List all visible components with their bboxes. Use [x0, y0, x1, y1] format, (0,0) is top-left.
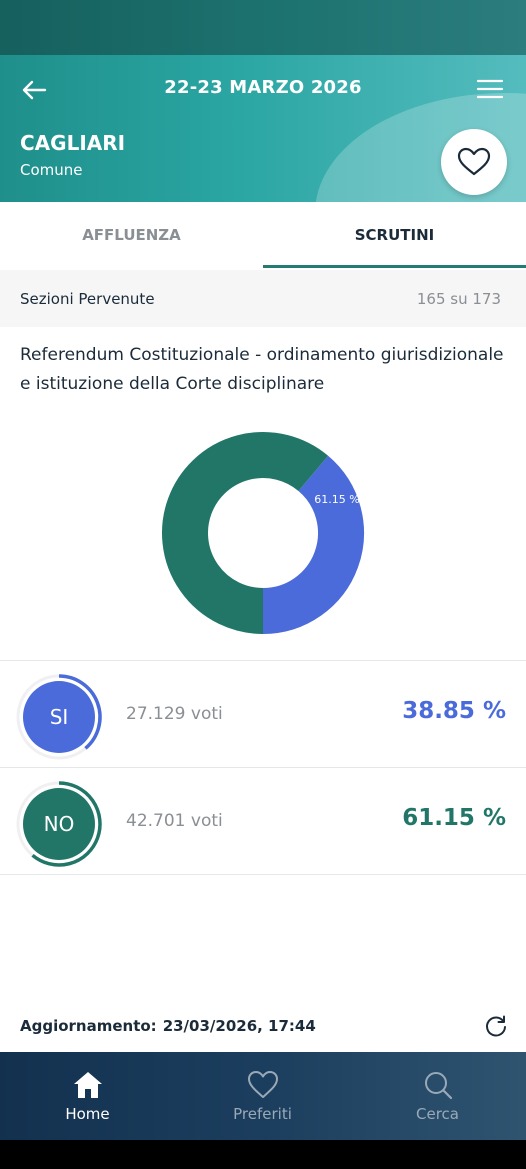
- page-title: 22-23 MARZO 2026: [164, 77, 362, 98]
- favorite-button[interactable]: [441, 129, 507, 195]
- status-bar: [0, 0, 526, 55]
- arrow-left-icon: [22, 80, 47, 100]
- result-row-si: SI 27.129 voti 38.85 %: [0, 662, 526, 768]
- no-label: NO: [43, 812, 75, 836]
- city-type: Comune: [20, 161, 83, 179]
- heart-icon: [248, 1071, 278, 1098]
- donut-slice-si: [262, 455, 364, 634]
- donut-label-no: 61.15 %: [314, 493, 359, 506]
- ring-progress-arc: [31, 781, 102, 867]
- system-nav-bar: [0, 1140, 526, 1169]
- city-name: CAGLIARI: [20, 131, 126, 155]
- si-label: SI: [49, 705, 69, 729]
- ring-fill: [23, 681, 95, 753]
- update-timestamp: 23/03/2026, 17:44: [162, 1017, 316, 1035]
- tab-affluenza[interactable]: AFFLUENZA: [82, 226, 181, 244]
- heart-icon: [457, 147, 491, 176]
- divider: [0, 874, 526, 875]
- tab-bar: AFFLUENZA SCRUTINI: [0, 202, 526, 268]
- sections-bar: Sezioni Pervenute 165 su 173: [0, 270, 526, 327]
- no-progress-ring: [16, 781, 102, 867]
- ring-progress-arc: [58, 674, 102, 750]
- sections-value: 165 su 173: [416, 289, 501, 308]
- si-percent: 38.85 %: [402, 698, 506, 724]
- hamburger-icon: [476, 79, 504, 99]
- si-votes: 27.129 voti: [126, 704, 223, 724]
- search-icon: [425, 1072, 453, 1100]
- divider: [0, 660, 526, 661]
- nav-home-label: Home: [65, 1105, 110, 1123]
- referendum-title: Referendum Costituzionale - ordinamento …: [20, 345, 504, 394]
- tab-scrutini[interactable]: SCRUTINI: [354, 226, 435, 244]
- active-tab-indicator: [263, 265, 526, 268]
- nav-cerca[interactable]: Cerca: [350, 1052, 525, 1140]
- menu-button[interactable]: [476, 77, 508, 103]
- sections-label: Sezioni Pervenute: [20, 289, 155, 308]
- nav-cerca-label: Cerca: [416, 1105, 459, 1123]
- donut-slice-no: [162, 432, 329, 634]
- home-icon: [74, 1072, 102, 1098]
- bottom-navigation: Home Preferiti Cerca: [0, 1052, 526, 1140]
- no-percent: 61.15 %: [402, 805, 506, 831]
- app-header: 22-23 MARZO 2026 CAGLIARI Comune: [0, 55, 526, 202]
- last-update: Aggiornamento: 23/03/2026, 17:44: [20, 1017, 316, 1035]
- no-votes: 42.701 voti: [126, 811, 223, 831]
- refresh-button[interactable]: [483, 1014, 509, 1040]
- donut-chart: 38.85 %61.15 %: [162, 432, 364, 634]
- nav-home[interactable]: Home: [0, 1052, 175, 1140]
- ring-fill: [23, 788, 95, 860]
- nav-preferiti[interactable]: Preferiti: [175, 1052, 350, 1140]
- refresh-icon: [486, 1015, 506, 1037]
- update-label: Aggiornamento:: [20, 1017, 157, 1035]
- back-button[interactable]: [16, 75, 52, 105]
- nav-preferiti-label: Preferiti: [233, 1105, 292, 1123]
- divider: [0, 767, 526, 768]
- result-row-no: NO 42.701 voti 61.15 %: [0, 769, 526, 875]
- si-progress-ring: [16, 674, 102, 760]
